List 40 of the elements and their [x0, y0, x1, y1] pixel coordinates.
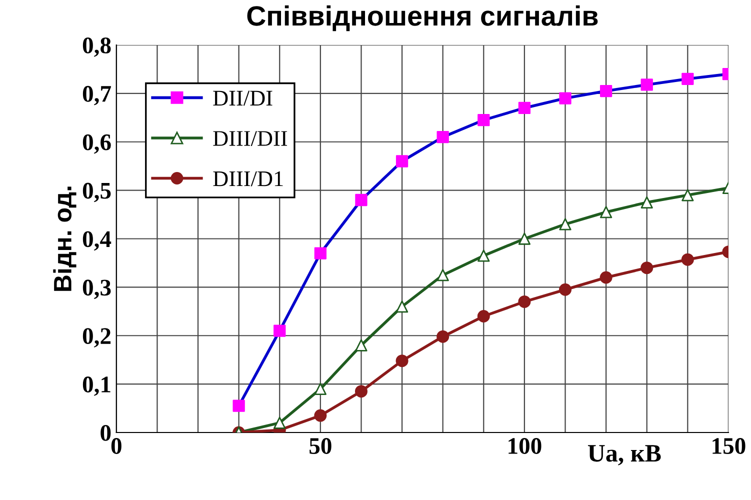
legend-label: DIII/DII: [213, 131, 288, 146]
point: [640, 196, 653, 208]
point: [518, 232, 531, 245]
point: [436, 269, 449, 282]
y-tick-label: 0: [100, 424, 111, 441]
point: [559, 218, 572, 230]
legend-label: DII/DI: [213, 90, 272, 106]
point: [436, 330, 450, 343]
point: [396, 300, 408, 313]
point: [518, 295, 531, 308]
x-axis-title: Ua, кВ: [588, 445, 661, 466]
point: [640, 262, 654, 274]
y-tick-label: 0,4: [82, 231, 112, 251]
point: [559, 283, 572, 296]
y-tick-label: 0,6: [82, 134, 111, 154]
x-tick-label: 0: [111, 438, 122, 454]
legend-label: DIII/D1: [213, 171, 283, 186]
y-tick-label: 0,5: [82, 182, 111, 202]
x-tick-label: 100: [508, 438, 542, 454]
point: [600, 271, 612, 284]
y-tick-label: 0,3: [82, 280, 111, 300]
point: [682, 189, 694, 202]
point: [600, 206, 612, 218]
point: [274, 416, 286, 429]
x-tick-label: 50: [310, 438, 332, 454]
point: [681, 253, 694, 266]
y-tick-label: 0,8: [82, 37, 111, 57]
point: [477, 310, 490, 322]
point: [355, 339, 368, 352]
point: [354, 385, 368, 398]
y-tick-label: 0,2: [82, 328, 111, 348]
point: [478, 250, 490, 262]
y-tick-label: 0,1: [82, 376, 110, 396]
point: [314, 409, 327, 422]
point: [314, 382, 326, 395]
y-tick-label: 0,7: [82, 86, 111, 106]
x-tick-label: 150: [712, 438, 746, 454]
y-axis-title: Відн. од.: [53, 186, 76, 291]
point: [396, 354, 408, 368]
chart-title: Співвідношення сигналів: [247, 5, 598, 32]
